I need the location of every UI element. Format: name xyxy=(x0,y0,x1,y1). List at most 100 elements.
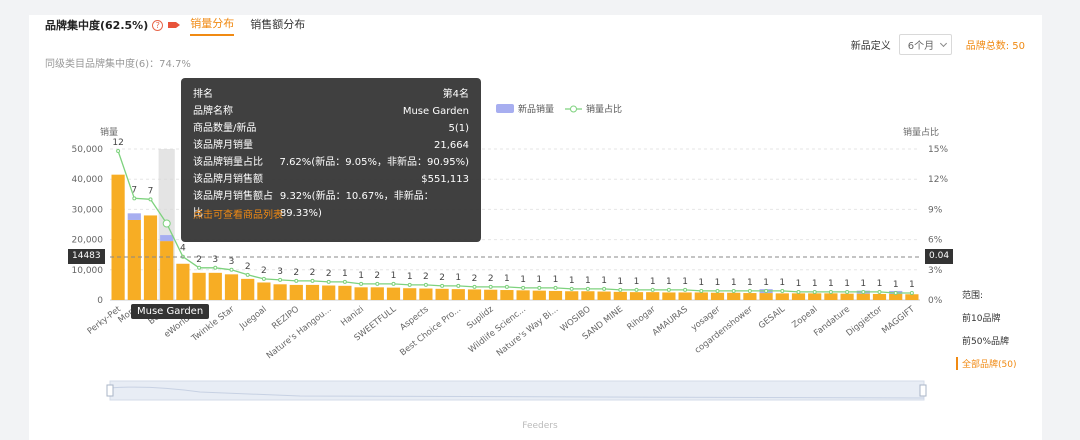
bar-sales xyxy=(241,278,255,300)
new-def-value: 6个月 xyxy=(907,41,935,52)
tooltip-value: 5(1) xyxy=(448,123,469,134)
point-label: 1 xyxy=(553,275,559,285)
x-tick-label: Hanizi xyxy=(339,304,366,328)
brand-tooltip: 排名 第4名 品牌名称 Muse Garden 商品数量/新品 5(1) 该品牌月销量… xyxy=(181,78,481,242)
share-point xyxy=(650,287,655,292)
point-label: 1 xyxy=(536,275,542,285)
bar-sales xyxy=(484,289,498,300)
new-def-label: 新品定义 xyxy=(850,41,891,52)
bar-sales xyxy=(273,284,287,300)
tooltip-value: 21,664 xyxy=(434,140,469,151)
bar-sales xyxy=(305,284,320,300)
bar-sales xyxy=(143,215,158,300)
bar-new-sales xyxy=(160,235,174,242)
share-point xyxy=(553,285,558,290)
x-tick-label: GESAIL xyxy=(757,304,787,331)
share-point xyxy=(375,281,380,286)
bar-sales xyxy=(548,290,563,300)
y2-tick-label: 3% xyxy=(928,266,943,276)
x-tick-label: Juegoal xyxy=(237,304,269,332)
bar-sales xyxy=(419,288,433,300)
hover-brand-label: Muse Garden xyxy=(131,304,210,319)
share-point xyxy=(359,281,364,286)
point-label: 1 xyxy=(682,277,688,287)
point-label: 1 xyxy=(893,280,899,290)
view-products-link[interactable]: 点击可查看商品列表 xyxy=(193,210,283,221)
share-point xyxy=(472,284,477,289)
share-point xyxy=(132,196,137,201)
bar-sales xyxy=(872,293,887,300)
legend-swatch-point xyxy=(570,105,577,113)
point-label: 1 xyxy=(812,279,818,289)
point-label: 1 xyxy=(877,279,883,289)
footer-category-label: Feeders xyxy=(522,421,558,431)
bar-sales xyxy=(257,282,271,300)
point-label: 1 xyxy=(391,271,397,281)
share-point xyxy=(537,285,542,290)
share-point xyxy=(488,284,493,289)
point-label: 1 xyxy=(844,279,850,289)
y-tick-label: 40,000 xyxy=(72,175,104,185)
bar-sales xyxy=(759,293,773,300)
help-icon[interactable]: ? xyxy=(152,19,164,31)
share-point xyxy=(618,287,623,292)
point-label: 3 xyxy=(212,255,218,265)
tooltip-key: 排名 xyxy=(193,89,213,100)
share-point xyxy=(634,287,639,292)
tab-sales-volume[interactable]: 销量分布 xyxy=(190,15,235,36)
bar-sales xyxy=(840,293,854,300)
share-point xyxy=(602,286,607,291)
bar-sales xyxy=(322,285,336,300)
header-controls: 新品定义 6个月 品牌总数: 50 xyxy=(851,34,1025,55)
tooltip-value: $551,113 xyxy=(421,174,469,185)
share-point xyxy=(391,281,396,286)
point-label: 1 xyxy=(715,278,721,288)
share-point xyxy=(521,285,526,290)
point-label: 2 xyxy=(245,262,251,272)
y2-tick-label: 15% xyxy=(928,145,948,155)
point-label: 7 xyxy=(131,185,137,195)
y-axis-label: 销量 xyxy=(100,126,118,138)
point-label: 1 xyxy=(909,280,915,290)
share-point xyxy=(278,277,283,282)
share-point xyxy=(162,219,171,228)
point-label: 2 xyxy=(439,273,445,283)
share-point xyxy=(440,283,445,288)
share-point xyxy=(699,288,704,293)
range-all[interactable]: 全部品牌(50) xyxy=(956,357,1016,370)
point-label: 2 xyxy=(310,268,316,278)
bar-sales xyxy=(289,284,303,300)
tab-sales-amount[interactable]: 销售额分布 xyxy=(250,17,306,31)
tooltip-value: 第4名 xyxy=(442,89,469,100)
bar-sales xyxy=(824,293,838,300)
share-point xyxy=(261,276,266,281)
share-point xyxy=(780,288,785,293)
y-tick-label: 0 xyxy=(97,296,103,306)
x-tick-label: AMAURAS xyxy=(651,304,690,338)
zoom-slider-preview xyxy=(109,386,925,399)
bar-sales xyxy=(386,287,401,300)
bar-sales xyxy=(451,289,465,300)
bar-sales xyxy=(176,263,190,300)
y-tick-label: 20,000 xyxy=(72,236,104,246)
bar-sales xyxy=(467,289,482,300)
range-top50pct[interactable]: 前50%品牌 xyxy=(962,337,1010,347)
bar-sales xyxy=(160,241,174,300)
share-point xyxy=(796,289,801,294)
y2-axis-label: 销量占比 xyxy=(903,126,939,138)
video-icon[interactable] xyxy=(168,22,181,28)
share-point xyxy=(666,287,671,292)
bar-sales xyxy=(111,174,125,300)
bar-sales xyxy=(208,272,222,300)
bar-sales xyxy=(338,285,352,300)
share-point xyxy=(326,279,331,284)
tooltip-key: 商品数量/新品 xyxy=(193,123,257,134)
bar-sales xyxy=(192,272,206,300)
new-def-select[interactable]: 6个月 xyxy=(898,34,952,55)
bar-sales xyxy=(905,294,919,300)
bar-sales xyxy=(775,293,789,300)
y2-tick-label: 0% xyxy=(928,296,943,306)
point-label: 2 xyxy=(293,268,299,278)
range-label: 范围: xyxy=(962,291,984,301)
range-top10[interactable]: 前10品牌 xyxy=(962,314,1001,324)
